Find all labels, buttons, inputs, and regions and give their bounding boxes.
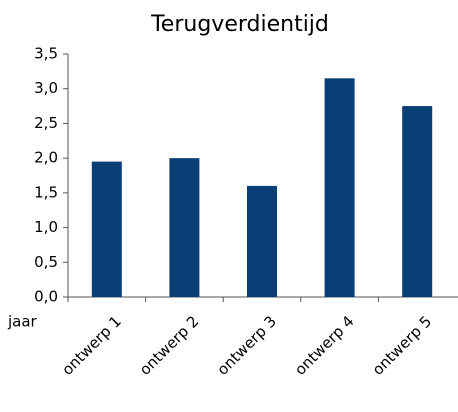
y-tick-label: 1,0	[34, 218, 58, 236]
bar	[91, 161, 122, 297]
x-tick-label: ontwerp 1	[58, 312, 125, 379]
bar	[247, 185, 277, 297]
x-tick-label: ontwerp 2	[136, 312, 203, 379]
x-tick-label: ontwerp 3	[213, 312, 280, 379]
y-tick-label: 1,5	[34, 183, 58, 201]
bar	[169, 158, 200, 297]
x-tick-label: ontwerp 5	[369, 312, 436, 379]
y-tick-label: 2,0	[34, 149, 58, 167]
y-tick-label: 3,5	[34, 45, 58, 63]
y-tick-label: 3,0	[34, 79, 58, 97]
chart-title: Terugverdientijd	[150, 12, 329, 37]
y-axis-label: jaar	[7, 313, 38, 331]
y-tick-label: 0,5	[34, 253, 58, 271]
x-tick-label: ontwerp 4	[291, 312, 358, 379]
bar	[324, 78, 355, 297]
y-tick-label: 0,0	[34, 288, 58, 306]
y-tick-label: 2,5	[34, 114, 58, 132]
bar	[402, 106, 433, 297]
